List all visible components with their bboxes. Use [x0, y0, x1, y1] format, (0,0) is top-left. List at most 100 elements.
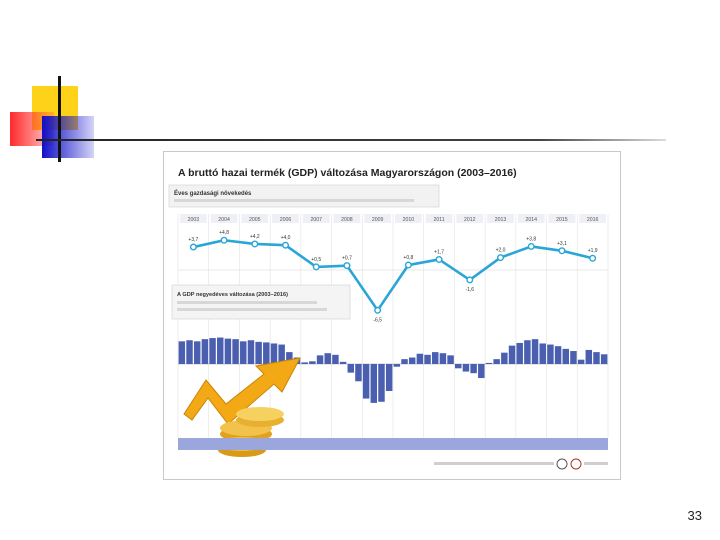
quarterly-bar: [531, 339, 539, 364]
quarterly-bar: [178, 341, 186, 364]
quarterly-bar: [593, 352, 600, 364]
decor-vertical-line: [58, 76, 61, 162]
quarterly-bar: [316, 355, 324, 364]
quarterly-bar: [439, 353, 447, 364]
annual-point: [251, 240, 259, 248]
year-tick-label: 2011: [433, 217, 444, 223]
quarterly-bar: [332, 354, 339, 364]
quarterly-bar: [270, 343, 278, 364]
year-tick-bg: [180, 214, 207, 223]
quarterly-bar: [240, 341, 247, 364]
annual-point: [527, 242, 535, 250]
quarterly-bar: [524, 340, 531, 364]
quarterly-bar: [301, 362, 308, 364]
annual-point: [466, 276, 474, 284]
annual-value-label: +4,0: [281, 235, 291, 241]
annual-value-label: +4,8: [219, 230, 229, 236]
quarterly-bar: [401, 359, 408, 364]
quarterly-subtitle: A GDP negyedéves változása (2003–2016): [177, 292, 288, 298]
annual-point: [435, 255, 443, 263]
quarterly-bar: [455, 364, 462, 369]
year-tick-bg: [456, 214, 484, 223]
quarterly-bar: [309, 361, 316, 364]
quarterly-bar: [193, 341, 201, 364]
annual-point: [189, 243, 197, 251]
quarterly-bar: [263, 342, 270, 364]
year-tick-bg: [425, 214, 453, 223]
quarterly-bar: [485, 362, 493, 364]
annual-value-label: +3,8: [526, 236, 536, 242]
year-tick-bg: [333, 214, 361, 223]
quarterly-bar: [393, 364, 401, 367]
year-tick-bg: [364, 214, 391, 223]
year-tick-label: 2015: [556, 217, 568, 223]
quarterly-bar: [501, 352, 508, 364]
quarterly-bars: [178, 337, 608, 403]
quarterly-note-1: [177, 301, 317, 304]
annual-value-label: +2,0: [496, 248, 506, 254]
year-tick-label: 2006: [280, 217, 292, 223]
quarterly-bar: [508, 345, 516, 364]
annual-point: [281, 241, 289, 249]
quarterly-bar: [600, 354, 608, 364]
quarterly-note-2: [177, 308, 327, 311]
year-tick-bg: [487, 214, 514, 223]
quarter-axis-strip: [178, 438, 608, 450]
quarterly-bar: [562, 348, 570, 364]
year-tick-bg: [395, 214, 422, 223]
annual-value-label: +3,1: [557, 241, 567, 247]
quarterly-bar: [216, 337, 224, 364]
annual-subtitle-note: [174, 199, 414, 202]
quarterly-bar: [478, 364, 485, 379]
quarterly-bar: [209, 338, 216, 364]
gdp-chart-svg: A bruttó hazai termék (GDP) változása Ma…: [168, 167, 609, 470]
year-tick-bg: [272, 214, 299, 223]
gdp-figure: A bruttó hazai termék (GDP) változása Ma…: [163, 151, 621, 480]
quarterly-bar: [570, 351, 577, 364]
year-tick-label: 2012: [464, 217, 476, 223]
quarterly-bar: [431, 352, 439, 364]
year-tick-label: 2010: [403, 217, 415, 223]
quarterly-bar: [339, 361, 347, 364]
annual-point: [343, 262, 351, 270]
quarterly-bar: [493, 359, 500, 364]
annual-value-label: +3,7: [188, 237, 198, 243]
year-tick-label: 2007: [310, 217, 322, 223]
publisher-url: [584, 462, 608, 465]
publisher-logo-2: [570, 458, 582, 470]
year-tick-bg: [210, 214, 238, 223]
quarterly-bar: [324, 353, 331, 364]
quarterly-bar: [462, 364, 470, 372]
annual-point: [312, 263, 320, 271]
quarterly-bar: [286, 352, 293, 364]
quarterly-bar: [577, 359, 585, 364]
year-tick-label: 2003: [188, 217, 200, 223]
publisher-logo: [556, 458, 568, 470]
year-tick-label: 2004: [218, 217, 230, 223]
chart-title: A bruttó hazai termék (GDP) változása Ma…: [178, 167, 517, 179]
quarterly-bar: [378, 364, 385, 402]
year-tick-label: 2014: [525, 217, 537, 223]
page-number: 33: [687, 508, 702, 523]
annual-value-label: +0,8: [403, 255, 413, 261]
quarterly-bar: [278, 344, 285, 364]
quarterly-bar: [232, 339, 239, 364]
annual-point: [558, 247, 566, 255]
year-tick-bg: [241, 214, 269, 223]
quarterly-bar: [424, 354, 431, 364]
quarterly-bar: [362, 364, 370, 399]
annual-value-label: +1,9: [588, 248, 598, 254]
year-tick-labels: 2003 2004 2005 2006 2007 2008 2009 2010 2011 2012…: [180, 214, 606, 223]
source-note: [434, 462, 554, 465]
quarterly-bar: [408, 357, 416, 364]
year-tick-bg: [302, 214, 330, 223]
annual-value-label: -6,5: [373, 317, 382, 323]
annual-point: [404, 261, 412, 269]
quarterly-bar: [347, 364, 355, 373]
quarterly-bar: [447, 355, 454, 364]
year-grid: [177, 214, 609, 438]
quarterly-bar: [539, 343, 546, 364]
year-tick-bg: [579, 214, 606, 223]
year-tick-bg: [517, 214, 545, 223]
quarterly-bar: [585, 349, 593, 364]
